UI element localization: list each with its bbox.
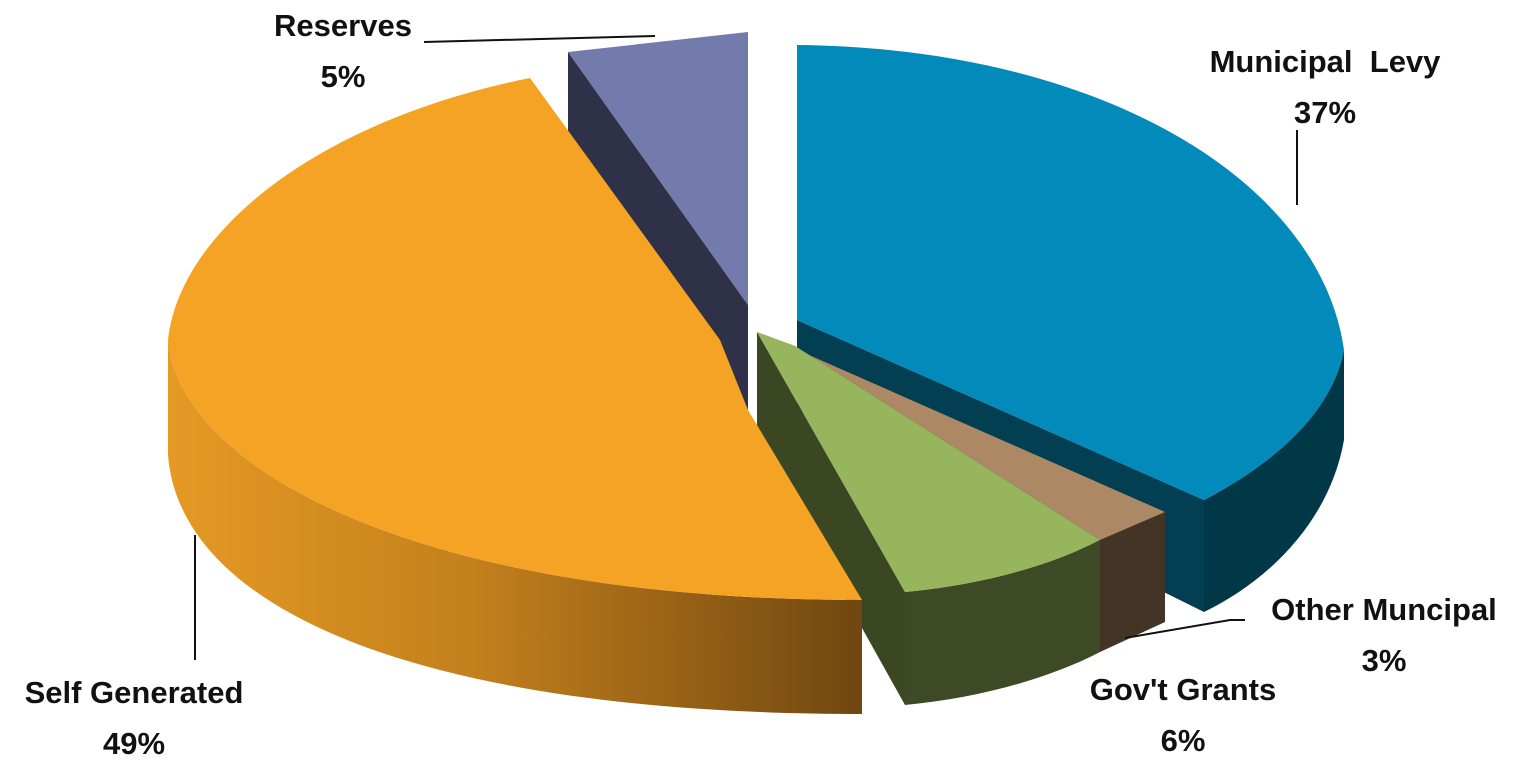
pie-top-faces [168, 32, 1344, 600]
slice-side-self-generated [168, 340, 862, 714]
leader-lines [194, 35, 1298, 660]
slice-side-municipal-levy [1204, 350, 1344, 612]
label-municipal-levy-value: 37% [1294, 95, 1356, 130]
label-other-muncipal-value: 3% [1362, 643, 1407, 678]
slice-side-govt-grants [905, 540, 1100, 705]
label-self-generated-value: 49% [103, 726, 165, 758]
label-reserves-value: 5% [321, 59, 366, 94]
label-govt-grants-value: 6% [1161, 723, 1206, 758]
slice-side-other-muncipal [1100, 512, 1165, 652]
label-reserves-name: Reserves [274, 8, 412, 43]
slice-labels: Reserves 5% Municipal Levy 37% Other Mun… [25, 8, 1497, 761]
label-govt-grants-name: Gov't Grants [1090, 672, 1277, 707]
slice-reserves [568, 32, 748, 305]
slice-municipal-levy [797, 45, 1344, 500]
label-self-generated-name: Self Generated [25, 675, 244, 710]
slice-govt-grants [757, 332, 1100, 592]
leader-line-reserves [423, 35, 656, 43]
slice-self-generated [168, 78, 862, 600]
slice-other-muncipal [757, 332, 1165, 540]
leader-line-other-muncipal [1124, 619, 1245, 639]
label-municipal-levy-name: Municipal Levy [1210, 44, 1442, 79]
label-other-muncipal-name: Other Muncipal [1271, 592, 1497, 627]
slice-inner-wall-govt-grants [757, 332, 905, 705]
